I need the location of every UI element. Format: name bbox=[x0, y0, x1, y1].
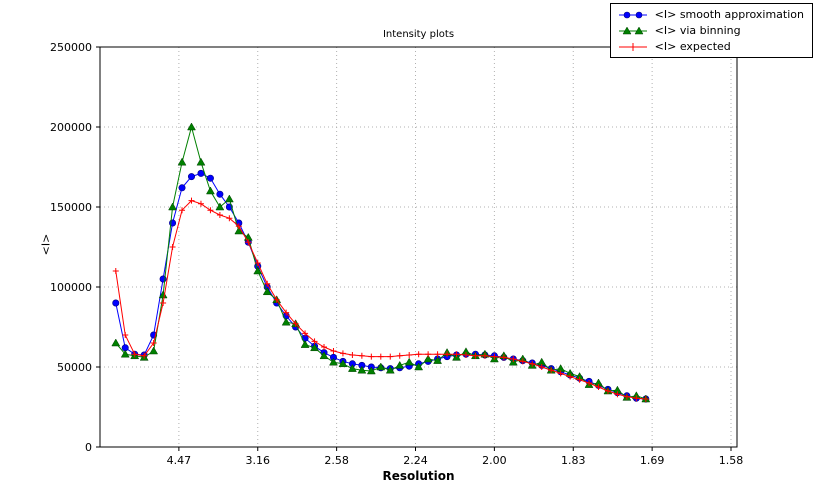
svg-text:100000: 100000 bbox=[50, 281, 92, 294]
svg-text:250000: 250000 bbox=[50, 41, 92, 54]
legend-label-binning: <I> via binning bbox=[654, 24, 741, 37]
legend-entry-smooth: <I> smooth approximation bbox=[617, 8, 804, 21]
legend-label-expected: <I> expected bbox=[654, 40, 731, 53]
svg-text:150000: 150000 bbox=[50, 201, 92, 214]
svg-text:0: 0 bbox=[85, 441, 92, 454]
svg-text:4.47: 4.47 bbox=[167, 454, 192, 467]
series-plus bbox=[112, 197, 649, 402]
legend: <I> smooth approximation <I> via binning… bbox=[609, 3, 813, 58]
svg-text:2.24: 2.24 bbox=[403, 454, 428, 467]
svg-text:2.00: 2.00 bbox=[482, 454, 507, 467]
legend-label-smooth: <I> smooth approximation bbox=[654, 8, 804, 21]
y-axis-label: <I> bbox=[39, 233, 53, 256]
svg-text:200000: 200000 bbox=[50, 121, 92, 134]
svg-text:1.83: 1.83 bbox=[561, 454, 586, 467]
series-triangle bbox=[111, 122, 651, 403]
svg-text:1.58: 1.58 bbox=[719, 454, 744, 467]
chart-title: Intensity plots bbox=[382, 29, 455, 40]
legend-entry-binning: <I> via binning bbox=[617, 24, 804, 37]
svg-text:50000: 50000 bbox=[57, 361, 92, 374]
x-axis-label: Resolution bbox=[382, 469, 455, 483]
svg-text:3.16: 3.16 bbox=[246, 454, 271, 467]
svg-text:1.69: 1.69 bbox=[640, 454, 665, 467]
green-triangle-line-icon bbox=[618, 25, 647, 34]
legend-entry-expected: <I> expected bbox=[617, 40, 804, 53]
red-plus-line-icon bbox=[618, 42, 647, 51]
svg-text:2.58: 2.58 bbox=[324, 454, 349, 467]
blue-circle-line-icon bbox=[618, 11, 647, 18]
